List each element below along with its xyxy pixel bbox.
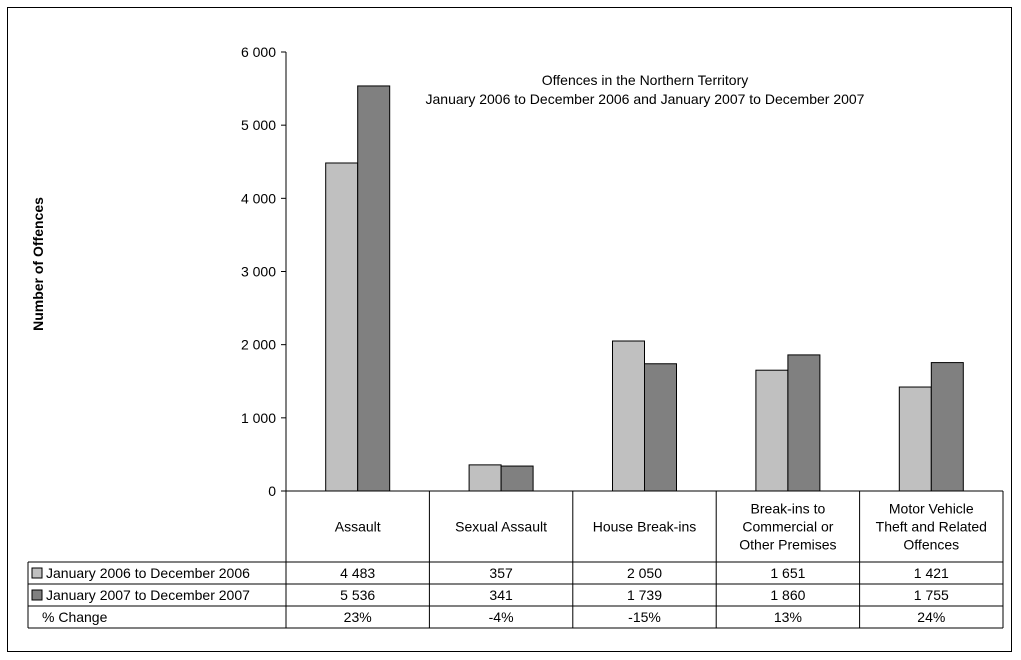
data-cell: 1 651 [770, 565, 805, 581]
legend-key-2007 [31, 589, 43, 601]
data-cell: 1 421 [914, 565, 949, 581]
series-name-label: January 2006 to December 2006 [46, 565, 250, 581]
bar-2007 [500, 465, 534, 492]
y-tick-label: 4 000 [241, 190, 276, 206]
bar-2006 [755, 369, 789, 492]
chart-title: Offences in the Northern Territory [542, 72, 748, 88]
data-cell: 1 860 [770, 587, 805, 603]
category-label: Assault [335, 519, 381, 535]
category-label: Offences [903, 537, 959, 553]
category-label: Motor Vehicle [889, 501, 974, 517]
bar-2007 [787, 354, 821, 492]
category-label: Break-ins to [751, 501, 826, 517]
y-tick-label: 3 000 [241, 264, 276, 280]
y-tick-label: 5 000 [241, 117, 276, 133]
y-tick-label: 6 000 [241, 44, 276, 60]
bar-2006 [612, 340, 645, 492]
change-cell: -15% [628, 609, 661, 625]
series-name-label: January 2007 to December 2007 [46, 587, 250, 603]
change-cell: 13% [774, 609, 802, 625]
bar-2006 [898, 386, 932, 492]
data-cell: 1 739 [627, 587, 662, 603]
y-tick-label: 0 [268, 483, 276, 499]
data-cell: 2 050 [627, 565, 662, 581]
bar-2006 [325, 162, 359, 492]
data-cell: 5 536 [340, 587, 375, 603]
data-cell: 1 755 [914, 587, 949, 603]
bar-2006 [468, 464, 502, 492]
y-axis-label: Number of Offences [30, 197, 46, 331]
category-label: Sexual Assault [455, 519, 547, 535]
data-cell: 357 [489, 565, 513, 581]
category-label: Other Premises [739, 537, 836, 553]
data-cell: 4 483 [340, 565, 375, 581]
data-cell: 341 [489, 587, 513, 603]
y-tick-label: 1 000 [241, 410, 276, 426]
chart-subtitle: January 2006 to December 2006 and Januar… [426, 91, 865, 107]
bar-2007 [644, 363, 677, 492]
category-label: House Break-ins [593, 519, 697, 535]
change-cell: 23% [344, 609, 372, 625]
change-cell: -4% [489, 609, 514, 625]
change-cell: 24% [917, 609, 945, 625]
bar-2007 [930, 362, 964, 492]
bar-2007 [357, 85, 391, 492]
y-tick-label: 2 000 [241, 337, 276, 353]
category-label: Commercial or [742, 519, 833, 535]
chart-frame [7, 7, 1012, 652]
category-label: Theft and Related [876, 519, 987, 535]
legend-key-2006 [31, 567, 43, 579]
change-row-label: % Change [42, 609, 108, 625]
